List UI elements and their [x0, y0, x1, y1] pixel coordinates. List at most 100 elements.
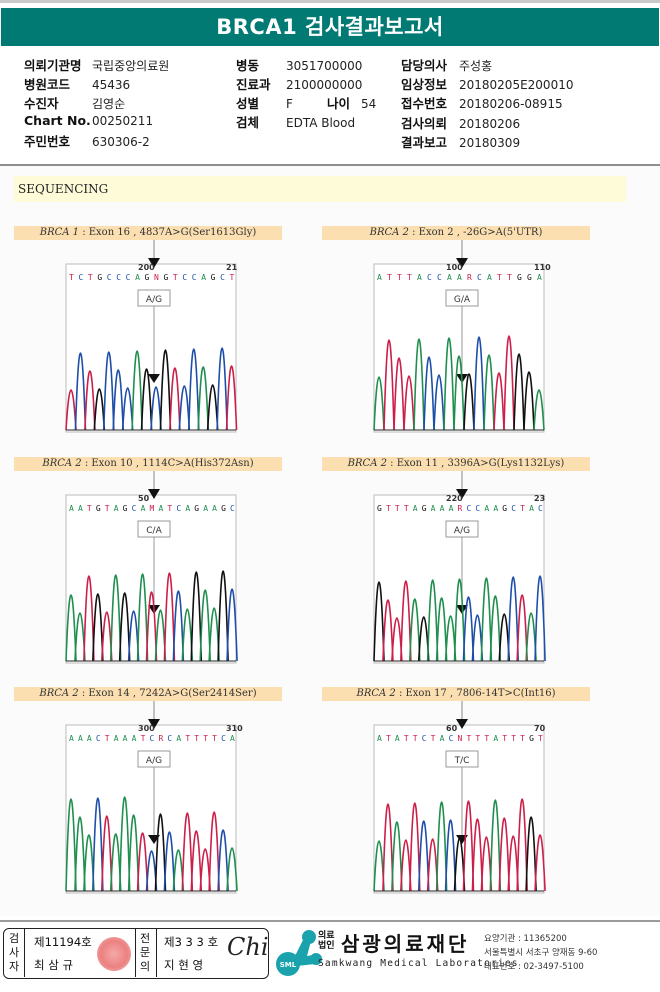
trace-peak — [187, 348, 200, 431]
trace-peak — [140, 368, 153, 431]
info-label: 임상정보 — [401, 77, 448, 92]
trace-peak — [463, 373, 475, 431]
trace-peak — [136, 832, 149, 892]
chromatogram: 50A A T G T A G C A M A T C A G A A G CC/A — [65, 471, 238, 664]
examiner-name: 최 삼 규 — [34, 958, 74, 972]
base-letter: C — [96, 734, 101, 743]
base-letter: G — [517, 273, 522, 282]
org-address: 서울특별시 서초구 양재동 9-60 — [484, 948, 598, 958]
trace-peak — [525, 816, 537, 892]
base-letter: T — [484, 734, 489, 743]
base-letter: A — [493, 504, 498, 513]
trace-peak — [507, 576, 520, 662]
info-label: 병동 — [236, 58, 260, 73]
base-letter: T — [387, 273, 392, 282]
base-letter: A — [440, 734, 445, 743]
info-value: 20180206-08915 — [459, 97, 563, 111]
info-label: 결과보고 — [401, 135, 448, 150]
mutation-panel: BRCA 1 : Exon 16 , 4837A>G(Ser1613Gly) 20… — [14, 226, 314, 446]
base-letter: G — [123, 504, 128, 513]
mutation-description: : Exon 2 , -26G>A(5'UTR) — [408, 227, 543, 238]
position-label: 300 — [138, 724, 155, 733]
base-letter: T — [475, 734, 480, 743]
org-phone: 대표번호 : 02-3497-5100 — [484, 962, 584, 972]
info-value: EDTA Blood — [286, 116, 356, 130]
trace-peak — [172, 590, 185, 662]
trace-peak — [489, 799, 502, 892]
genotype-call: G/A — [454, 295, 471, 305]
base-letter: G — [194, 504, 199, 513]
org-name-english: Samkwang Medical Laboratories — [318, 958, 519, 969]
trace-peak — [65, 798, 77, 892]
base-letter: C — [427, 273, 432, 282]
trace-peak — [112, 369, 125, 431]
base-letter: A — [69, 504, 74, 513]
base-letter: T — [69, 273, 74, 282]
mutation-panel: BRCA 2 : Exon 10 , 1114C>A(His372Asn) 50 A… — [14, 457, 314, 677]
trace-frame — [373, 263, 545, 433]
trace-peak — [84, 370, 96, 431]
trace-peak — [391, 821, 403, 892]
info-label: Chart No. — [24, 113, 91, 128]
base-letter: C — [511, 504, 516, 513]
trace-peak — [109, 574, 122, 662]
base-letter: A — [78, 504, 83, 513]
trace-peak — [181, 812, 194, 892]
trace-peak — [435, 597, 448, 662]
info-label: 검체 — [236, 115, 260, 130]
base-letter: C — [132, 504, 137, 513]
base-letter: R — [467, 273, 472, 282]
base-letter: G — [163, 273, 168, 282]
trace-peak — [93, 388, 106, 431]
examiner-number: 제11194호 — [34, 935, 92, 949]
org-info: 요양기관 : 11365200 서울특별시 서초구 양재동 9-60 대표번호 … — [484, 932, 597, 974]
org-prefix: 의료법인 — [318, 931, 335, 951]
trace-peak — [92, 797, 104, 892]
trace-peak — [100, 815, 113, 892]
base-letter: A — [135, 273, 140, 282]
trace-peak — [473, 336, 485, 431]
position-label: 200 — [138, 263, 155, 272]
info-label: 의뢰기관명 — [24, 58, 82, 73]
divider — [135, 929, 136, 977]
mutation-label: BRCA 2 : Exon 14 , 7242A>G(Ser2414Ser) — [14, 687, 282, 701]
info-value: 3051700000 — [286, 59, 363, 73]
specialist-label: 전문의 — [137, 932, 153, 974]
arrow-down-icon — [148, 719, 160, 729]
footer-divider — [0, 920, 660, 922]
base-letter: T — [538, 734, 543, 743]
base-letter: A — [395, 734, 400, 743]
base-letter: C — [116, 273, 121, 282]
mutation-label: BRCA 2 : Exon 11 , 3396A>G(Lys1132Lys) — [322, 457, 590, 471]
specialist-number: 제3 3 3 호 — [164, 935, 219, 949]
trace-peak — [92, 593, 104, 662]
mutation-panel: BRCA 2 : Exon 2 , -26G>A(5'UTR) 100 110 A T T… — [322, 226, 622, 446]
trace-peak — [417, 820, 430, 892]
base-letter: C — [230, 504, 235, 513]
info-value: 2100000000 — [286, 78, 363, 92]
trace-peak — [127, 814, 140, 892]
base-letter: T — [194, 734, 199, 743]
base-letter: G — [422, 504, 427, 513]
mutation-description: : Exon 16 , 4837A>G(Ser1613Gly) — [79, 227, 257, 238]
base-letter: A — [484, 504, 489, 513]
gene-name: BRCA 2 — [369, 227, 409, 238]
info-value: 45436 — [92, 78, 131, 92]
trace-peak — [199, 589, 212, 662]
trace-peak — [534, 575, 546, 662]
base-letter: A — [69, 734, 74, 743]
trace-peak — [408, 802, 421, 892]
info-label: 검사의뢰 — [401, 116, 448, 131]
divider — [24, 929, 25, 977]
gene-name: BRCA 1 — [39, 227, 80, 238]
trace-peak — [217, 829, 229, 892]
base-letter: C — [107, 273, 112, 282]
base-letter: A — [457, 273, 462, 282]
base-letter: T — [404, 734, 409, 743]
trace-peak — [208, 811, 220, 892]
info-row: 병원코드 45436 — [24, 74, 130, 93]
trace-peak — [498, 817, 511, 892]
info-row: Chart No.00250211 — [24, 113, 153, 128]
trace-peak — [408, 598, 421, 662]
